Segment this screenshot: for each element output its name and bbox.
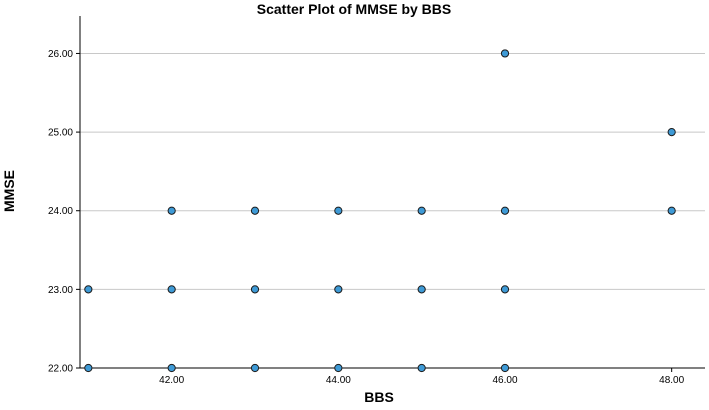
y-tick-label: 23.00 (48, 285, 73, 296)
data-point (418, 364, 425, 371)
data-point (335, 286, 342, 293)
y-tick-label: 24.00 (48, 206, 73, 217)
data-point (501, 286, 508, 293)
data-point (418, 207, 425, 214)
data-point (251, 286, 258, 293)
data-point (668, 207, 675, 214)
x-tick-label: 46.00 (492, 375, 517, 386)
data-point (85, 286, 92, 293)
data-point (251, 364, 258, 371)
data-point (418, 286, 425, 293)
data-point (501, 207, 508, 214)
data-point (168, 207, 175, 214)
y-axis-label: MMSE (1, 170, 17, 212)
chart-title: Scatter Plot of MMSE by BBS (257, 1, 451, 17)
data-point (335, 207, 342, 214)
x-tick-label: 48.00 (659, 375, 684, 386)
x-tick-label: 44.00 (326, 375, 351, 386)
data-point (335, 364, 342, 371)
y-tick-label: 26.00 (48, 49, 73, 60)
data-point (168, 286, 175, 293)
axis-layer: 22.00 23.00 24.00 25.00 26.00 42.00 44.00 46.00… (48, 16, 705, 386)
data-point (168, 364, 175, 371)
data-point (501, 50, 508, 57)
data-point (85, 364, 92, 371)
y-tick-label: 25.00 (48, 128, 73, 139)
data-point (668, 128, 675, 135)
y-tick-label: 22.00 (48, 364, 73, 375)
x-tick-label: 42.00 (159, 375, 184, 386)
data-point (251, 207, 258, 214)
x-axis-label: BBS (364, 389, 394, 405)
data-point (501, 364, 508, 371)
